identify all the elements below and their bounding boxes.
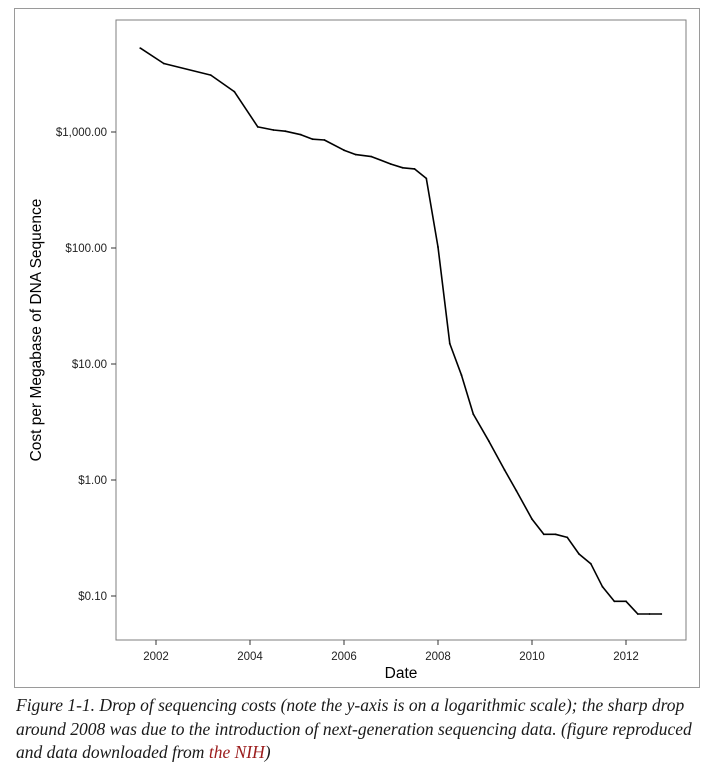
y-axis-label: Cost per Megabase of DNA Sequence [28,199,45,462]
x-axis-label: Date [385,665,418,682]
nih-link[interactable]: the NIH [208,742,265,762]
data-point [531,518,533,520]
data-point [542,533,545,536]
data-point [323,139,326,141]
data-point [472,413,475,415]
data-point [413,168,416,170]
data-point [401,166,404,169]
data-point [578,553,580,555]
x-tick-label: 2002 [143,651,169,663]
data-point [660,613,663,615]
plot-panel [115,19,687,641]
data-point [503,469,506,471]
caption-text: Figure 1-1. Drop of sequencing costs (no… [16,695,692,762]
data-point [390,163,392,166]
data-point [601,585,604,588]
data-point [256,126,259,128]
data-point [488,440,490,443]
data-point [648,613,651,615]
data-point [515,489,518,492]
y-tick-label: $1,000.00 [56,127,107,139]
data-point [139,47,142,49]
y-tick-label: $10.00 [72,359,107,371]
data-point [370,155,373,158]
data-point [636,613,639,615]
figure-caption: Figure 1-1. Drop of sequencing costs (no… [16,694,706,765]
data-point [284,130,287,133]
x-tick-label: 2010 [519,651,545,663]
data-point [343,149,345,152]
x-tick-label: 2012 [613,651,639,663]
data-point [311,138,314,141]
data-point [300,133,302,136]
sequencing-cost-chart: $1,000.00$100.00$10.00$1.00$0.10 2002 200… [28,19,687,682]
series-line [139,47,662,615]
data-point [233,90,236,93]
data-point [437,246,439,248]
data-point [460,374,463,377]
data-point [448,342,451,345]
y-axis-ticks: $1,000.00 $100.00 $10.00 $1.00 $0.10 [56,127,116,603]
x-tick-label: 2006 [331,651,357,663]
data-point [566,536,569,539]
data-point [554,533,557,536]
data-point [425,177,428,180]
data-point [209,74,212,76]
x-axis-ticks: 2002 2004 2006 2008 2010 2012 [143,640,639,663]
data-point [625,600,627,603]
y-tick-label: $0.10 [78,591,107,603]
data-point [613,600,616,603]
y-tick-label: $1.00 [78,475,107,487]
caption-suffix: ) [264,742,271,762]
data-point [162,62,165,65]
data-point [272,129,275,131]
data-points [139,47,663,615]
data-point [589,562,592,565]
x-tick-label: 2004 [237,651,263,663]
x-tick-label: 2008 [425,651,451,663]
data-point [354,153,357,156]
y-tick-label: $100.00 [65,243,107,255]
